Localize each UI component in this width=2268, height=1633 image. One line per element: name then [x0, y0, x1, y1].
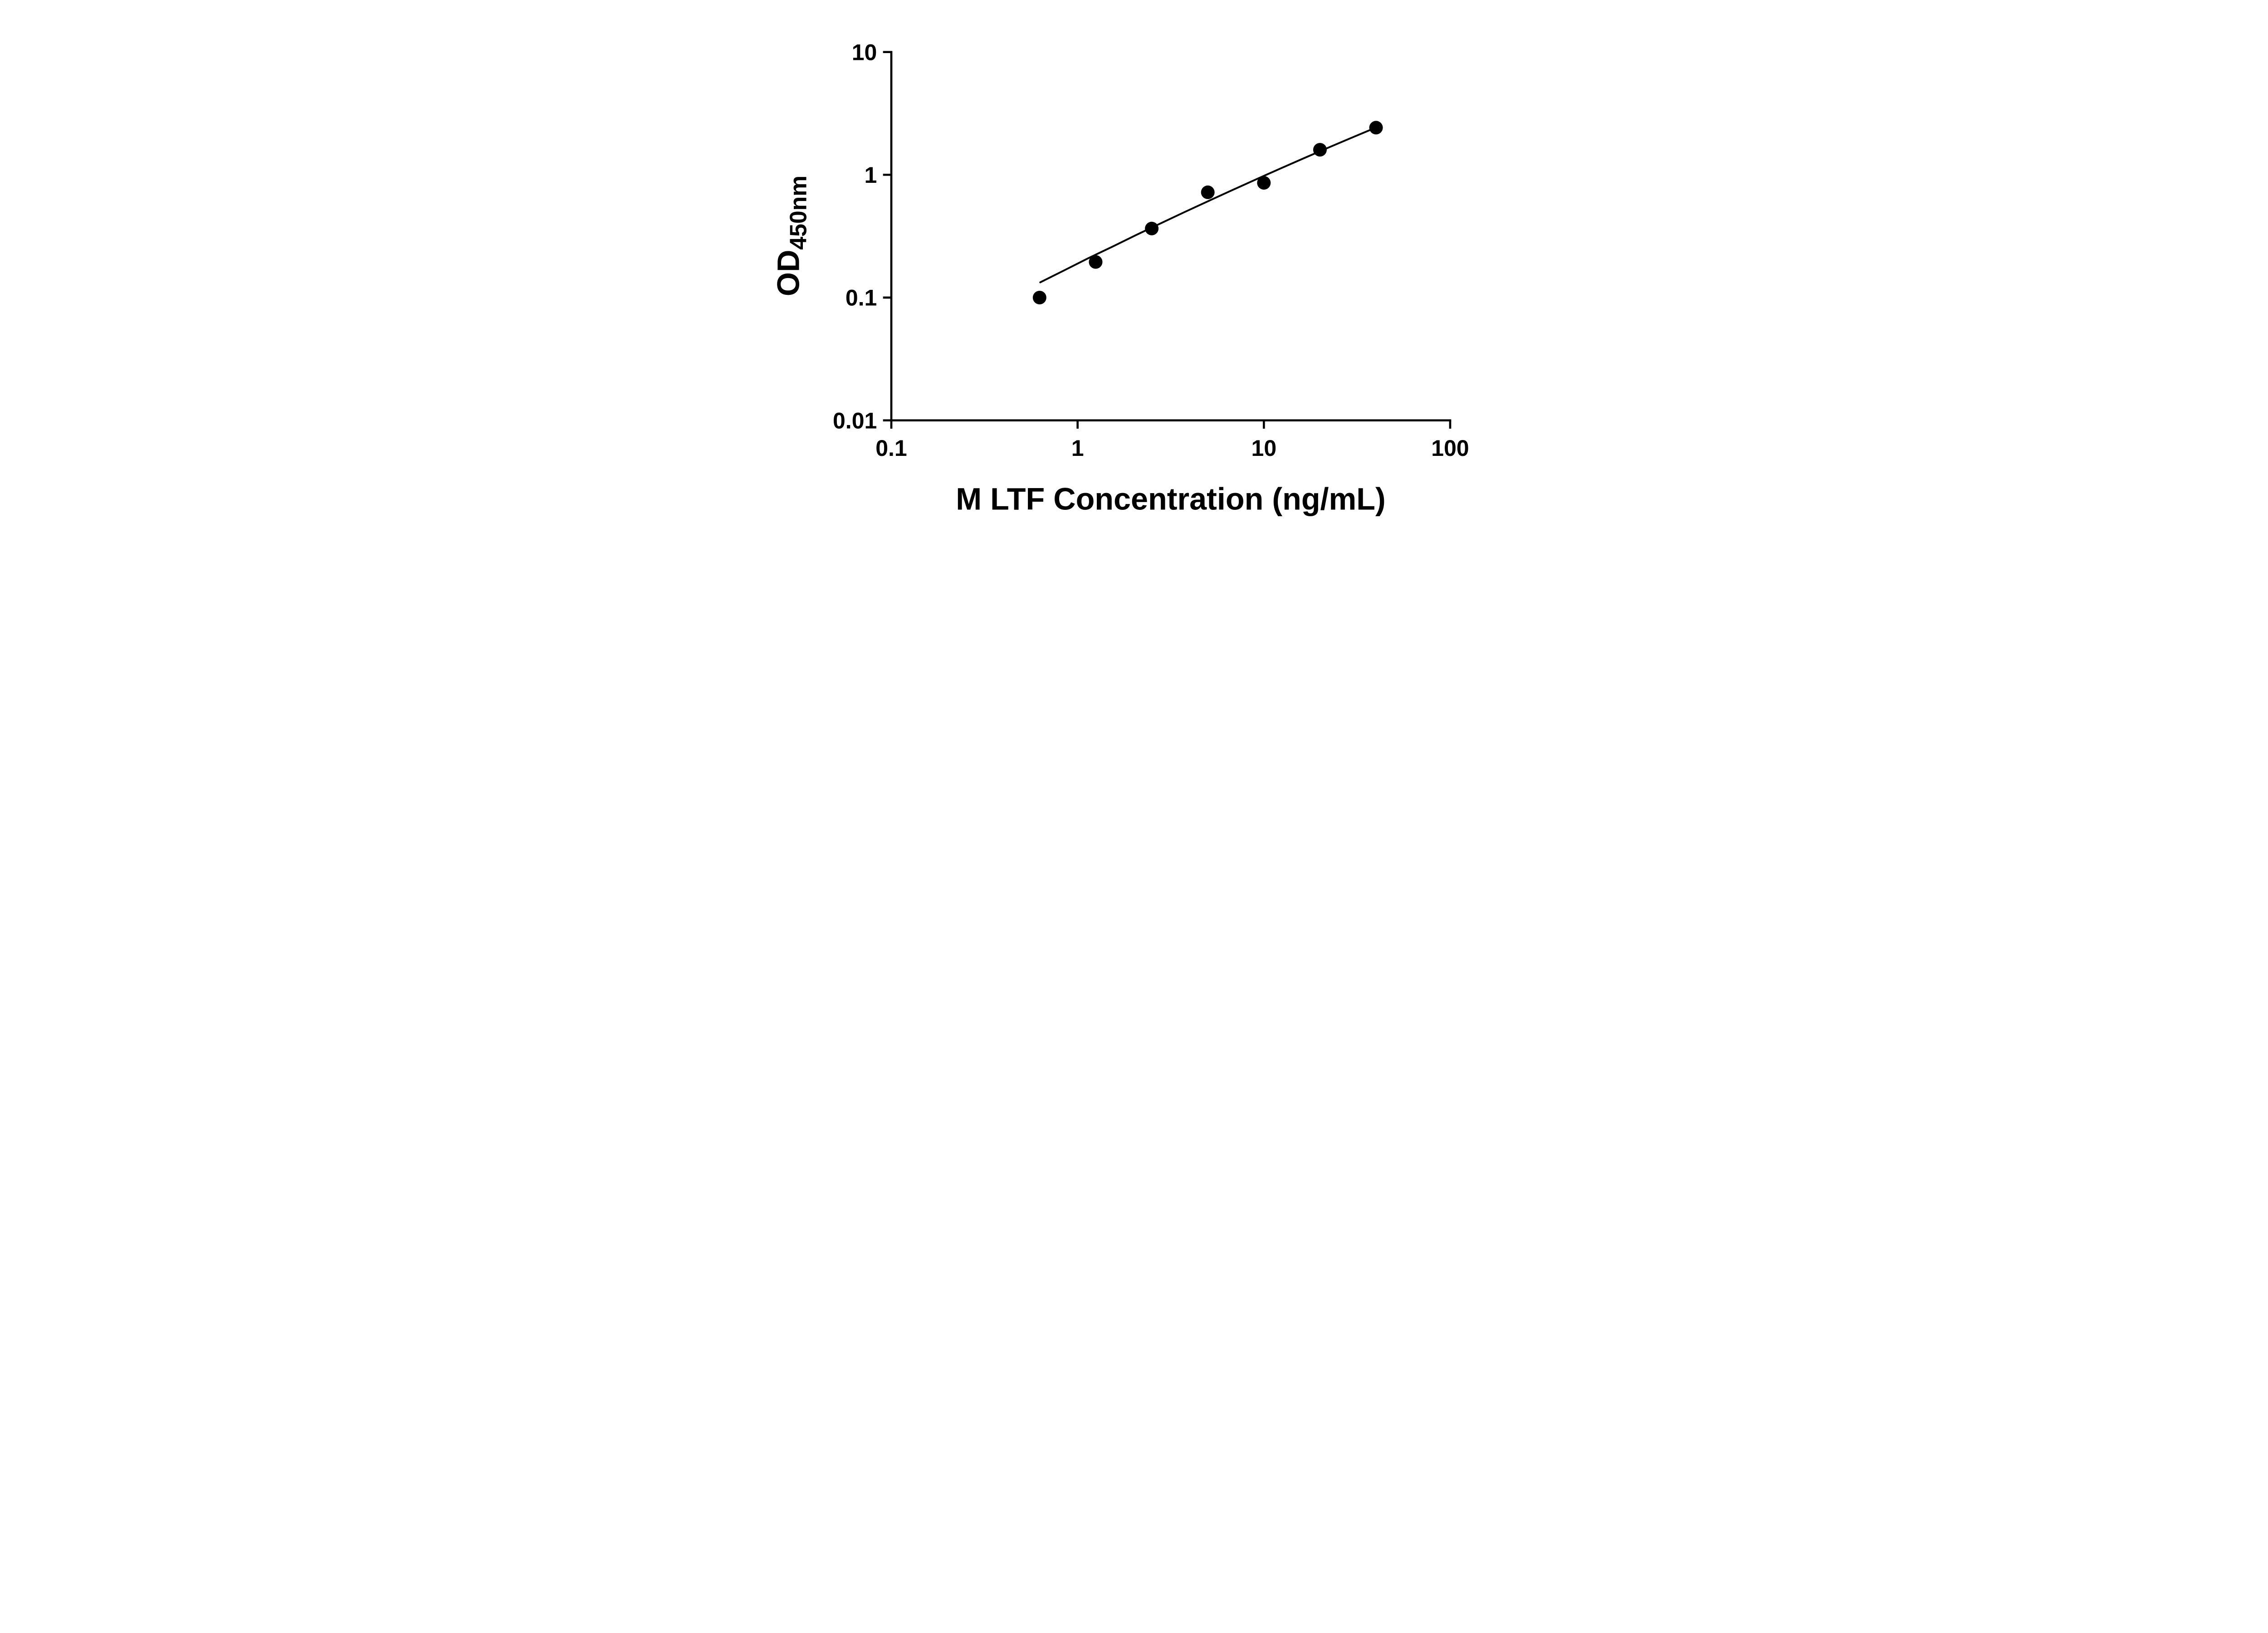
axes-spine [890, 51, 1452, 421]
data-point [1257, 176, 1271, 190]
data-point [1032, 291, 1046, 304]
data-point [1369, 121, 1383, 135]
y-axis-title-main: OD [772, 250, 806, 297]
x-axis-title: M LTF Concentration (ng/mL) [956, 482, 1386, 516]
elisa-standard-curve-figure: 0.1 1 10 100 0.01 0.1 1 10 M LTF Concentration … [746, 0, 1522, 544]
y-axis-tick-label: 0.01 [833, 408, 877, 433]
x-axis-tick-label: 1 [1071, 435, 1084, 461]
x-axis-tick-label: 100 [1431, 435, 1469, 461]
y-axis-tick-label: 1 [865, 162, 877, 188]
x-axis-tick-label: 0.1 [875, 435, 907, 461]
y-axis-tick-label: 0.1 [846, 285, 877, 311]
y-axis-title-subscript: 450nm [785, 176, 811, 250]
y-axis-tick-label: 10 [852, 39, 877, 65]
data-point [1089, 255, 1103, 269]
x-axis-tick-label: 10 [1251, 435, 1277, 461]
y-axis-title: OD450nm [772, 176, 811, 296]
data-point [1145, 221, 1159, 235]
data-point [1201, 185, 1215, 199]
data-point [1313, 143, 1327, 157]
